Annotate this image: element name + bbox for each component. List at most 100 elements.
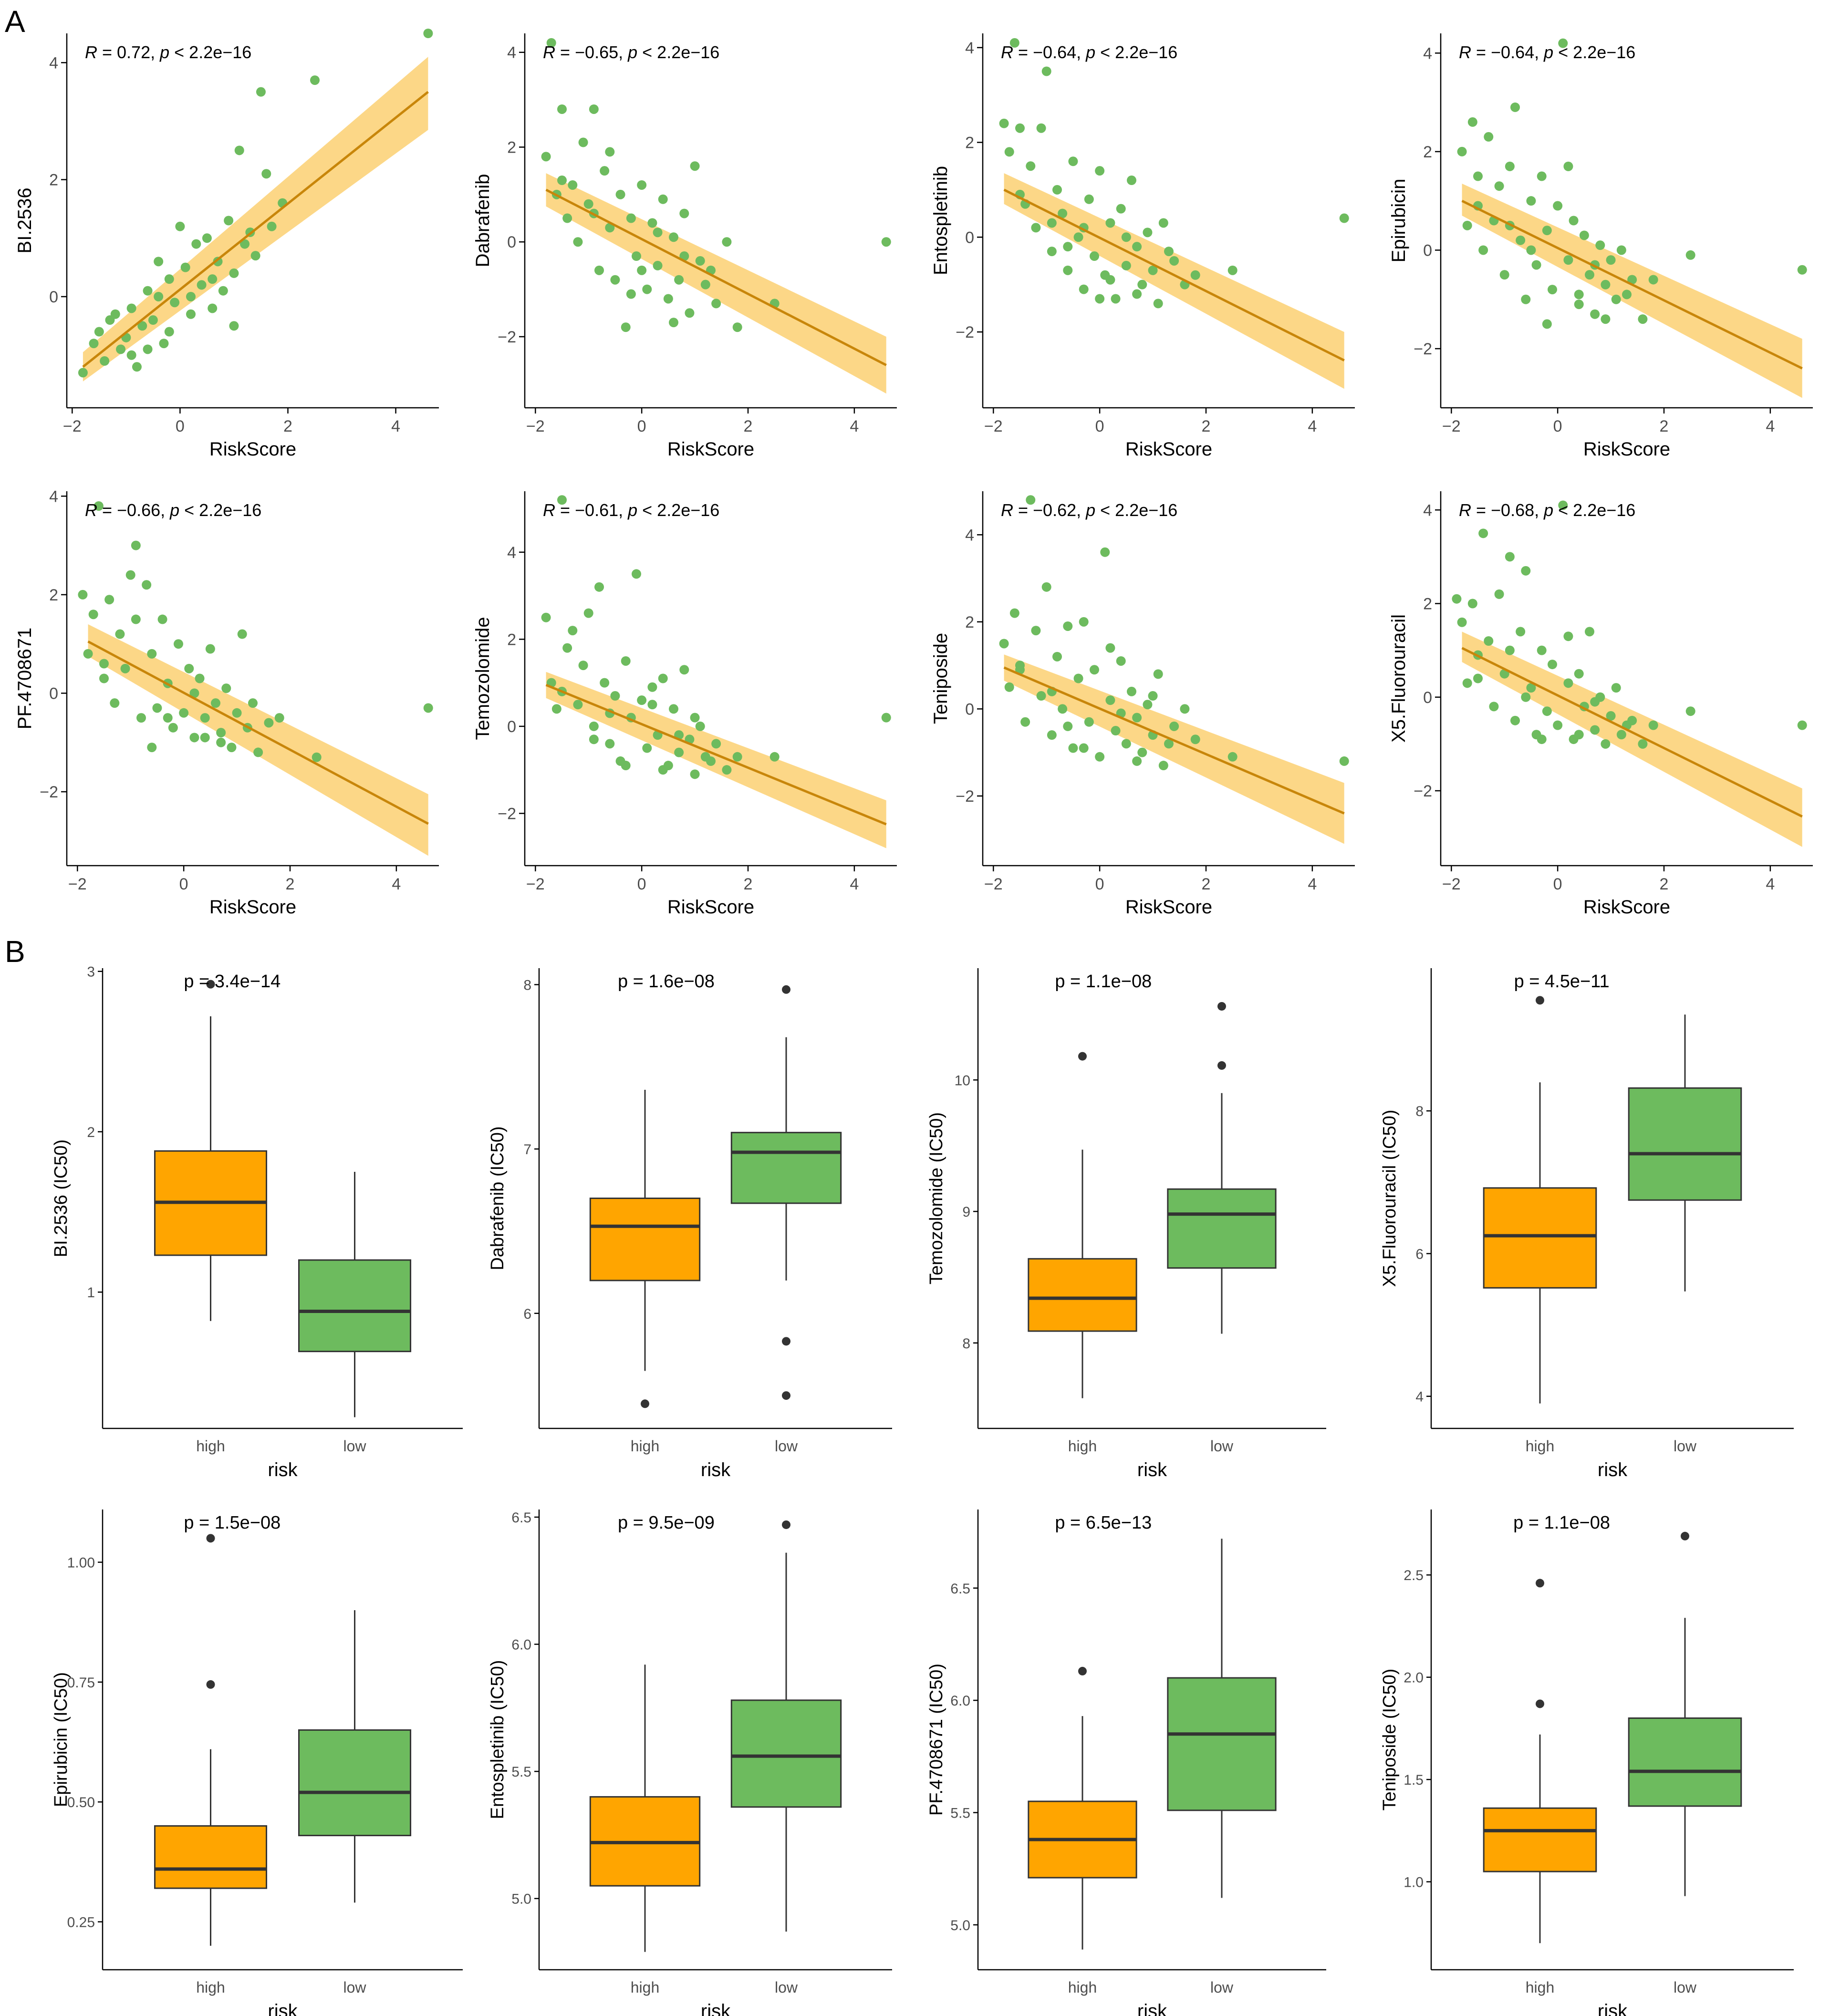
outlier-point xyxy=(782,1391,790,1400)
x-tick-label: −2 xyxy=(526,417,545,435)
y-axis-label: Teniposide xyxy=(930,633,951,724)
data-point xyxy=(999,118,1009,128)
data-point xyxy=(1121,260,1131,270)
box-high xyxy=(1028,1666,1137,1950)
data-point xyxy=(589,104,599,114)
data-point xyxy=(216,737,226,747)
data-point xyxy=(1143,227,1153,238)
y-tick-label: 2 xyxy=(1423,595,1432,613)
data-point xyxy=(1457,146,1467,156)
x-tick-label: 0 xyxy=(637,417,646,435)
y-tick-label: 3 xyxy=(87,964,95,980)
data-point xyxy=(136,713,146,723)
data-point xyxy=(669,318,678,328)
p-value-label: p = 1.5e−08 xyxy=(184,1513,281,1533)
data-point xyxy=(1526,683,1536,693)
y-tick-label: 0 xyxy=(965,700,974,718)
boxplot-panel-5: high low 0.25 0.50 0.75 1.00 risk Epirubicin (I… xyxy=(51,1509,463,2016)
p-value: < 2.2e−16 xyxy=(637,42,719,62)
x-tick-label: 2 xyxy=(744,417,753,435)
y-tick-label: 2 xyxy=(507,138,516,156)
data-point xyxy=(1563,161,1573,171)
panel-label-b: B xyxy=(5,934,25,969)
data-point xyxy=(83,649,93,659)
y-tick-label: 2 xyxy=(49,586,58,604)
data-point xyxy=(1537,734,1547,744)
data-point xyxy=(186,291,196,301)
data-point xyxy=(1148,691,1158,701)
x-tick-label: −2 xyxy=(1442,875,1461,893)
data-point xyxy=(1153,669,1163,679)
data-point xyxy=(1105,643,1115,653)
correlation-annotation: R = −0.62, p < 2.2e−16 xyxy=(1001,500,1177,520)
data-point xyxy=(679,665,689,675)
y-axis-label: PF.4708671 (IC50) xyxy=(926,1664,946,1816)
data-point xyxy=(1158,218,1168,228)
y-tick-label: 4 xyxy=(965,39,974,57)
data-point xyxy=(218,286,228,296)
data-point xyxy=(1084,194,1094,204)
data-point xyxy=(224,216,234,226)
x-axis-label: risk xyxy=(268,2001,298,2016)
y-tick-label: 5.5 xyxy=(511,1764,531,1780)
x-tick-label: 4 xyxy=(392,875,401,893)
data-point xyxy=(189,688,199,698)
data-point xyxy=(232,708,242,718)
data-point xyxy=(1079,743,1089,753)
x-axis-label: RiskScore xyxy=(1583,897,1670,918)
data-point xyxy=(1484,132,1494,142)
box-iqr xyxy=(1628,1087,1742,1201)
data-point xyxy=(1095,166,1105,176)
p-value: < 2.2e−16 xyxy=(169,42,251,62)
r-symbol: R xyxy=(543,500,555,520)
data-point xyxy=(1009,608,1019,618)
data-point xyxy=(1121,739,1131,749)
x-axis-label: risk xyxy=(1598,2001,1628,2016)
x-axis-label: RiskScore xyxy=(209,439,296,460)
data-point xyxy=(658,194,668,204)
x-tick-label: −2 xyxy=(63,417,82,435)
data-point xyxy=(594,265,604,275)
data-point xyxy=(1606,711,1616,721)
box-high xyxy=(1483,996,1597,1404)
y-tick-label: 4 xyxy=(965,526,974,544)
y-axis-label: BI.2536 (IC50) xyxy=(51,1139,71,1257)
data-point xyxy=(1127,176,1136,186)
data-point xyxy=(1105,695,1115,705)
data-point xyxy=(658,673,668,683)
data-point xyxy=(164,327,174,337)
data-point xyxy=(583,608,593,618)
data-point xyxy=(1638,314,1648,324)
data-point xyxy=(99,659,109,669)
data-point xyxy=(1611,294,1621,304)
x-axis-label: RiskScore xyxy=(1125,439,1212,460)
y-tick-label: 1.5 xyxy=(1404,1772,1424,1788)
data-point xyxy=(1339,756,1349,766)
data-point xyxy=(557,495,567,505)
data-point xyxy=(1601,314,1611,324)
data-point xyxy=(1073,232,1083,242)
x-tick-label: 4 xyxy=(1766,875,1775,893)
data-point xyxy=(632,251,641,261)
scatter-panel-7: −2 0 2 4 −2 0 2 4 RiskScore Teniposide R = −0.62, … xyxy=(930,491,1355,918)
data-point xyxy=(1127,686,1136,696)
x-tick-label: 4 xyxy=(1308,875,1317,893)
x-tick-label: 2 xyxy=(1202,417,1211,435)
outlier-point xyxy=(641,1399,649,1408)
data-point xyxy=(722,765,732,775)
boxplot-panel-8: high low 1.0 1.5 2.0 2.5 risk Teniposide (IC50)… xyxy=(1380,1509,1794,2016)
data-point xyxy=(1111,294,1121,304)
data-point xyxy=(423,29,433,38)
data-point xyxy=(1521,566,1531,576)
data-point xyxy=(1169,256,1179,266)
outlier-point xyxy=(782,1520,790,1529)
data-point xyxy=(1084,717,1094,727)
data-point xyxy=(1116,204,1126,214)
x-tick-label: 4 xyxy=(391,417,400,435)
x-tick-label: 4 xyxy=(1766,417,1775,435)
data-point xyxy=(164,274,174,284)
data-point xyxy=(1473,673,1483,683)
data-point xyxy=(1052,185,1062,195)
p-value: < 2.2e−16 xyxy=(637,500,719,520)
x-tick-label: high xyxy=(196,1437,225,1455)
